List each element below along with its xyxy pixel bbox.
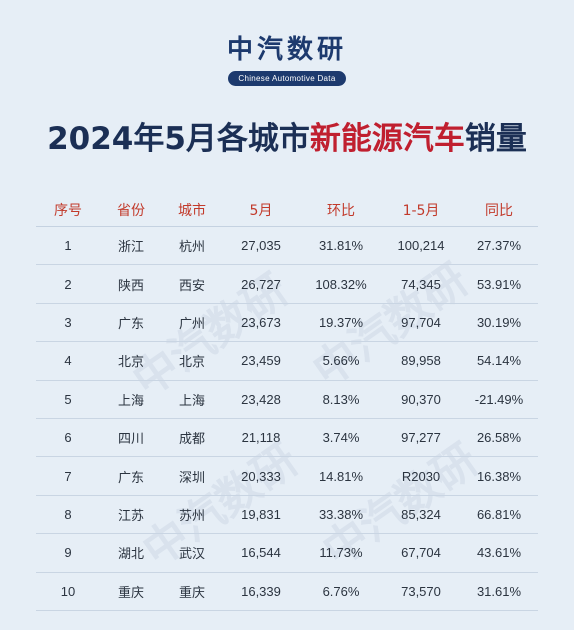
table-row: 10 重庆 重庆 16,339 6.76% 73,570 31.61% (36, 572, 538, 611)
sales-table-container: 序号 省份 城市 5月 环比 1-5月 同比 1 浙江 杭州 27,035 31… (36, 194, 538, 611)
brand-name: 中汽数研 (226, 35, 347, 65)
cell-ytd-sales: 100,214 (382, 226, 460, 266)
header-cell-mom: 环比 (300, 194, 382, 227)
cell-province: 湖北 (100, 533, 162, 573)
cell-yoy: 31.61% (460, 572, 538, 611)
cell-mom: 108.32% (300, 264, 382, 304)
table-row: 3 广东 广州 23,673 19.37% 97,704 30.19% (36, 303, 538, 343)
table-row: 2 陕西 西安 26,727 108.32% 74,345 53.91% (36, 264, 538, 304)
cell-city: 上海 (162, 380, 222, 419)
cell-rank: 3 (36, 303, 100, 343)
cell-city: 西安 (162, 264, 222, 304)
cell-province: 陕西 (100, 264, 162, 304)
cell-city: 成都 (162, 418, 222, 458)
cell-city: 北京 (162, 341, 222, 381)
sales-table: 序号 省份 城市 5月 环比 1-5月 同比 1 浙江 杭州 27,035 31… (36, 194, 538, 611)
page-title: 2024年5月各城市新能源汽车销量 (0, 118, 574, 160)
cell-rank: 1 (36, 226, 100, 266)
title-part-1: 2024年5月各城市 (47, 121, 310, 157)
cell-may-sales: 26,727 (222, 264, 300, 304)
cell-may-sales: 19,831 (222, 495, 300, 535)
cell-yoy: 27.37% (460, 226, 538, 266)
cell-mom: 19.37% (300, 303, 382, 343)
cell-province: 重庆 (100, 572, 162, 611)
cell-city: 武汉 (162, 533, 222, 573)
table-row: 7 广东 深圳 20,333 14.81% R2030 16.38% (36, 456, 538, 496)
cell-yoy: 26.58% (460, 418, 538, 458)
cell-rank: 7 (36, 456, 100, 496)
cell-city: 苏州 (162, 495, 222, 535)
header-cell-yoy: 同比 (460, 194, 538, 227)
cell-may-sales: 27,035 (222, 226, 300, 266)
cell-ytd-sales: 97,277 (382, 418, 460, 458)
header-row: 序号 省份 城市 5月 环比 1-5月 同比 (36, 194, 538, 227)
cell-province: 广东 (100, 456, 162, 496)
cell-mom: 31.81% (300, 226, 382, 266)
cell-yoy: 53.91% (460, 264, 538, 304)
cell-ytd-sales: 97,704 (382, 303, 460, 343)
table-row: 8 江苏 苏州 19,831 33.38% 85,324 66.81% (36, 495, 538, 535)
table-row: 9 湖北 武汉 16,544 11.73% 67,704 43.61% (36, 533, 538, 573)
cell-yoy: 43.61% (460, 533, 538, 573)
cell-mom: 5.66% (300, 341, 382, 381)
cell-rank: 4 (36, 341, 100, 381)
cell-province: 浙江 (100, 226, 162, 266)
brand-subtitle: Chinese Automotive Data (228, 71, 346, 86)
table-header: 序号 省份 城市 5月 环比 1-5月 同比 (36, 194, 538, 227)
cell-mom: 3.74% (300, 418, 382, 458)
table-row: 4 北京 北京 23,459 5.66% 89,958 54.14% (36, 341, 538, 381)
cell-mom: 33.38% (300, 495, 382, 535)
cell-city: 广州 (162, 303, 222, 343)
cell-province: 广东 (100, 303, 162, 343)
cell-may-sales: 23,459 (222, 341, 300, 381)
cell-ytd-sales: 90,370 (382, 380, 460, 419)
cell-ytd-sales: 74,345 (382, 264, 460, 304)
cell-rank: 10 (36, 572, 100, 611)
cell-mom: 8.13% (300, 380, 382, 419)
cell-yoy: 30.19% (460, 303, 538, 343)
cell-rank: 2 (36, 264, 100, 304)
title-highlight: 新能源汽车 (309, 121, 465, 157)
cell-mom: 11.73% (300, 533, 382, 573)
header-cell-province: 省份 (100, 194, 162, 227)
cell-yoy: 16.38% (460, 456, 538, 496)
cell-city: 深圳 (162, 456, 222, 496)
header-cell-ytd: 1-5月 (382, 194, 460, 227)
cell-city: 杭州 (162, 226, 222, 266)
table-row: 5 上海 上海 23,428 8.13% 90,370 -21.49% (36, 380, 538, 419)
cell-rank: 8 (36, 495, 100, 535)
cell-may-sales: 23,428 (222, 380, 300, 419)
brand-logo: 中汽数研 Chinese Automotive Data (0, 34, 574, 86)
cell-province: 北京 (100, 341, 162, 381)
cell-may-sales: 21,118 (222, 418, 300, 458)
title-part-2: 销量 (464, 121, 527, 157)
cell-yoy: 54.14% (460, 341, 538, 381)
header-cell-city: 城市 (162, 194, 222, 227)
cell-ytd-sales: 67,704 (382, 533, 460, 573)
cell-may-sales: 16,339 (222, 572, 300, 611)
cell-may-sales: 20,333 (222, 456, 300, 496)
cell-rank: 6 (36, 418, 100, 458)
cell-province: 四川 (100, 418, 162, 458)
cell-ytd-sales: 73,570 (382, 572, 460, 611)
cell-ytd-sales: 89,958 (382, 341, 460, 381)
table-row: 6 四川 成都 21,118 3.74% 97,277 26.58% (36, 418, 538, 458)
cell-may-sales: 23,673 (222, 303, 300, 343)
header-cell-rank: 序号 (36, 194, 100, 227)
cell-rank: 5 (36, 380, 100, 419)
cell-city: 重庆 (162, 572, 222, 611)
cell-ytd-sales: 85,324 (382, 495, 460, 535)
cell-province: 上海 (100, 380, 162, 419)
cell-yoy: 66.81% (460, 495, 538, 535)
cell-mom: 14.81% (300, 456, 382, 496)
table-row: 1 浙江 杭州 27,035 31.81% 100,214 27.37% (36, 226, 538, 266)
cell-ytd-sales: R2030 (382, 456, 460, 496)
cell-province: 江苏 (100, 495, 162, 535)
header-cell-may: 5月 (222, 194, 300, 227)
cell-rank: 9 (36, 533, 100, 573)
cell-mom: 6.76% (300, 572, 382, 611)
cell-may-sales: 16,544 (222, 533, 300, 573)
cell-yoy: -21.49% (460, 380, 538, 419)
table-body: 1 浙江 杭州 27,035 31.81% 100,214 27.37% 2 陕… (36, 226, 538, 611)
